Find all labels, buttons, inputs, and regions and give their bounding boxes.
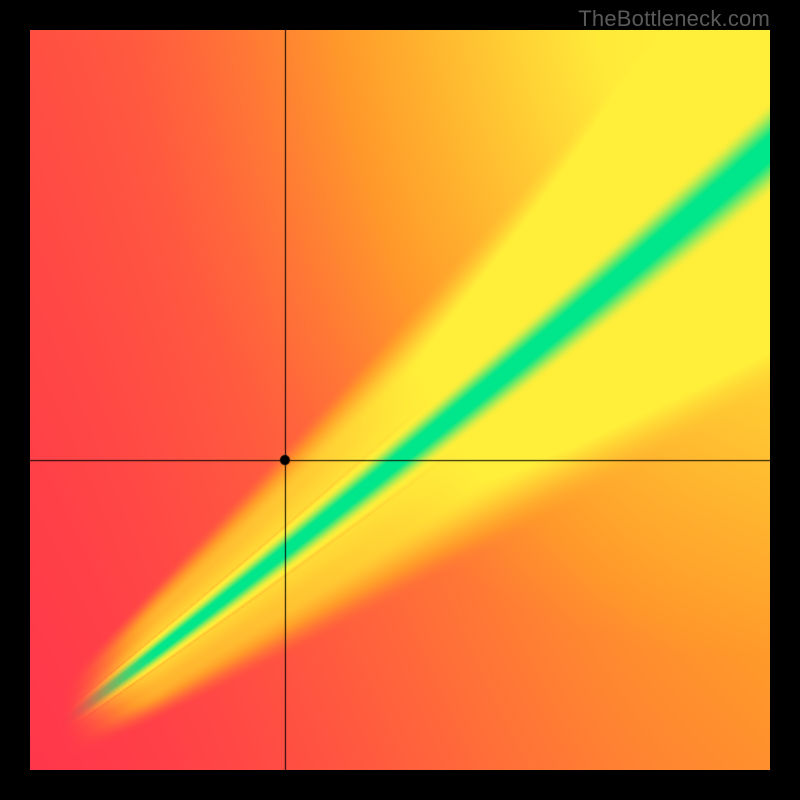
page-container: TheBottleneck.com [0,0,800,800]
heatmap-canvas [30,30,770,770]
heatmap-chart [30,30,770,770]
watermark-text: TheBottleneck.com [578,6,770,32]
